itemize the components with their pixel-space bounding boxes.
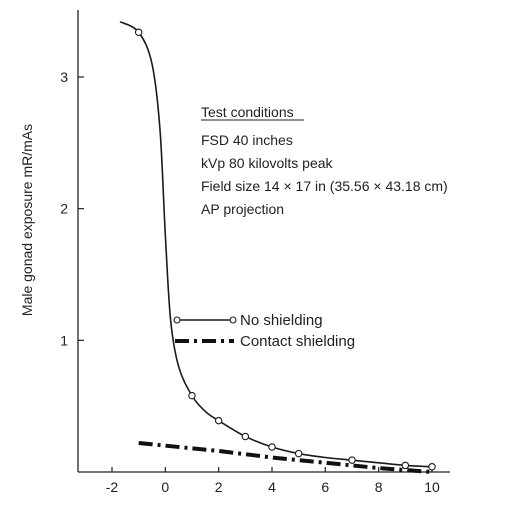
data-point-no-shielding	[241, 432, 250, 441]
x-tick-label: 0	[161, 479, 169, 495]
series-line-contact-shielding	[138, 441, 433, 474]
data-point-no-shielding	[428, 462, 436, 471]
data-point-no-shielding	[348, 456, 356, 464]
legend-item-no-shielding: No shielding	[173, 312, 323, 329]
y-tick-label: 1	[60, 332, 68, 348]
series-line-no-shielding	[119, 20, 433, 468]
data-point-no-shielding	[188, 391, 196, 400]
annotation-heading: Test conditions	[201, 104, 294, 120]
x-tick-label: 10	[424, 479, 440, 495]
data-point-no-shielding	[294, 449, 303, 458]
y-ticks: 1 2 3	[60, 69, 84, 348]
legend-item-contact-shielding: Contact shielding	[175, 333, 355, 350]
data-point-no-shielding	[401, 461, 410, 470]
annotation-line: Field size 14 × 17 in (35.56 × 43.18 cm)	[201, 178, 448, 194]
legend-marker-open-circle	[229, 316, 237, 324]
legend: No shielding Contact shielding	[173, 312, 355, 350]
x-tick-label: -2	[106, 479, 119, 495]
y-tick-label: 2	[60, 201, 68, 217]
x-tick-label: 8	[375, 479, 383, 495]
y-axis-title: Male gonad exposure mR/mAs	[19, 124, 35, 316]
annotation-line: kVp 80 kilovolts peak	[201, 155, 334, 171]
y-tick-label: 3	[60, 69, 68, 85]
annotation-line: AP projection	[201, 201, 284, 217]
annotation-line: FSD 40 inches	[201, 132, 293, 148]
x-tick-label: 2	[215, 479, 223, 495]
legend-marker-open-circle	[173, 316, 181, 324]
legend-label-no-shielding: No shielding	[240, 312, 323, 329]
x-tick-label: 6	[321, 479, 329, 495]
axes	[77, 10, 450, 473]
data-point-no-shielding	[134, 28, 143, 36]
data-point-no-shielding	[214, 416, 223, 425]
annotation-box: Test conditions FSD 40 inches kVp 80 kil…	[201, 104, 448, 217]
data-point-no-shielding	[268, 443, 276, 451]
series-layer	[119, 20, 436, 474]
x-tick-label: 4	[268, 479, 276, 495]
x-ticks: -2 0 2 4 6 8 10	[106, 467, 440, 495]
legend-label-contact-shielding: Contact shielding	[240, 333, 355, 350]
